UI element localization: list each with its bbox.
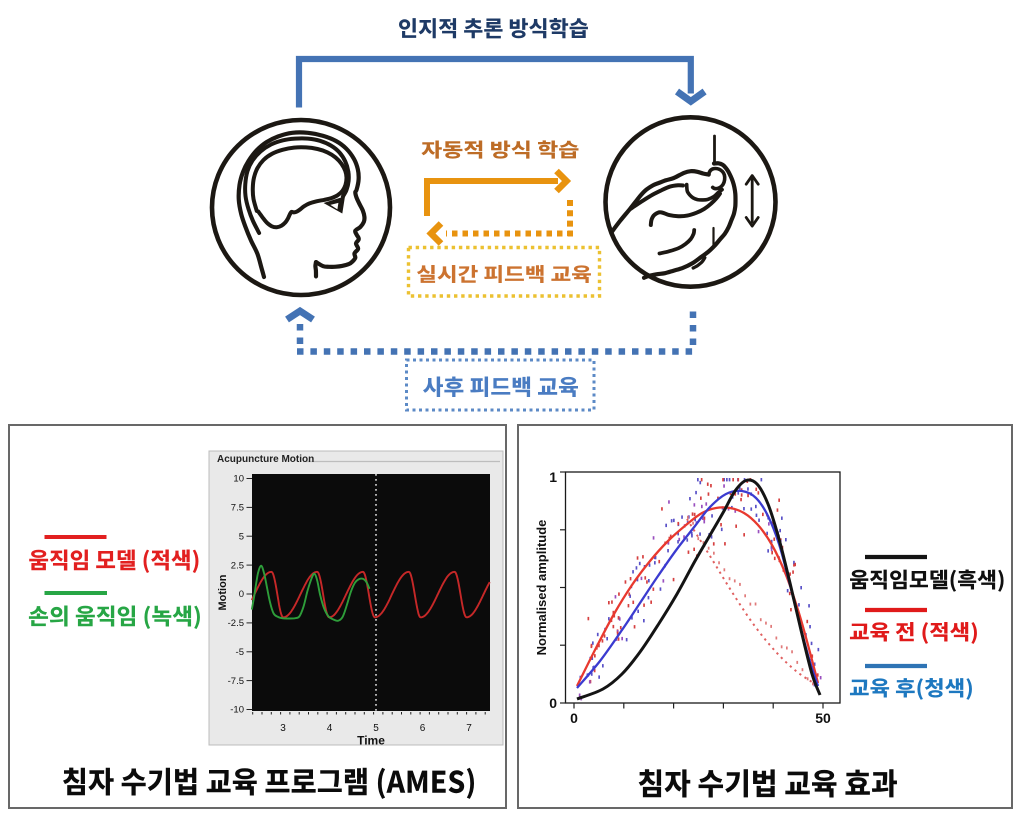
svg-text:0: 0 — [239, 589, 244, 600]
svg-text:-10: -10 — [230, 705, 244, 716]
svg-text:1: 1 — [549, 469, 557, 485]
svg-text:Normalised amplitude: Normalised amplitude — [534, 520, 549, 656]
svg-text:7: 7 — [466, 723, 472, 734]
svg-text:6: 6 — [420, 723, 426, 734]
svg-text:5: 5 — [239, 532, 244, 543]
svg-text:-5: -5 — [236, 647, 244, 658]
svg-text:2.5: 2.5 — [231, 560, 244, 571]
svg-text:10: 10 — [233, 474, 244, 485]
svg-text:7.5: 7.5 — [231, 503, 244, 514]
svg-text:Acupuncture Motion: Acupuncture Motion — [217, 454, 314, 465]
svg-text:50: 50 — [815, 710, 831, 726]
svg-text:-7.5: -7.5 — [228, 676, 244, 687]
svg-text:-2.5: -2.5 — [228, 618, 244, 629]
svg-text:3: 3 — [280, 723, 286, 734]
svg-text:4: 4 — [327, 723, 333, 734]
svg-text:5: 5 — [373, 723, 379, 734]
svg-text:Motion: Motion — [217, 574, 229, 610]
svg-text:Time: Time — [357, 734, 385, 748]
svg-text:0: 0 — [549, 695, 557, 711]
svg-text:0: 0 — [570, 710, 578, 726]
